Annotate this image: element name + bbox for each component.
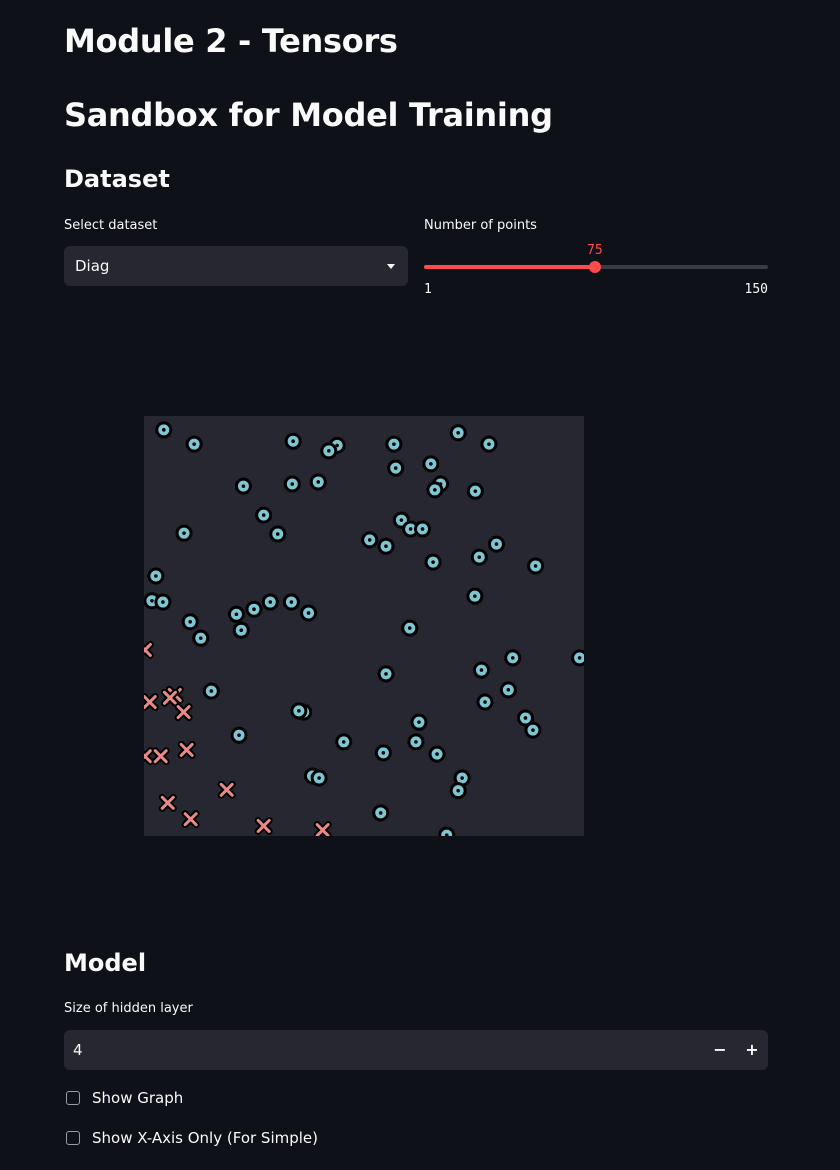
scatter-point-circle — [499, 681, 517, 699]
dataset-heading: Dataset — [64, 165, 170, 193]
page-subtitle: Sandbox for Model Training — [64, 96, 553, 134]
scatter-point-circle — [147, 567, 165, 585]
dataset-select-value: Diag — [75, 257, 110, 275]
scatter-point-circle — [232, 621, 250, 639]
scatter-point-x — [144, 640, 154, 659]
scatter-point-circle — [466, 587, 484, 605]
scatter-point-circle — [185, 435, 203, 453]
scatter-point-circle — [438, 826, 456, 836]
scatter-point-circle — [504, 649, 522, 667]
scatter-point-circle — [424, 553, 442, 571]
scatter-point-circle — [269, 525, 287, 543]
decrement-button[interactable]: − — [713, 1040, 727, 1059]
scatter-point-circle — [401, 619, 419, 637]
scatter-point-circle — [284, 432, 302, 450]
points-slider[interactable] — [424, 261, 768, 273]
scatter-svg — [144, 421, 584, 836]
scatter-point-circle — [449, 782, 467, 800]
scatter-point-circle — [428, 745, 446, 763]
slider-thumb[interactable] — [588, 261, 601, 273]
scatter-point-x — [254, 816, 273, 835]
show-x-axis-checkbox[interactable]: Show X-Axis Only (For Simple) — [66, 1128, 318, 1148]
hidden-layer-input[interactable]: 4 − + — [64, 1030, 768, 1070]
scatter-point-circle — [480, 435, 498, 453]
scatter-point-circle — [310, 769, 328, 787]
show-graph-checkbox[interactable]: Show Graph — [66, 1088, 183, 1108]
scatter-point-circle — [300, 604, 318, 622]
increment-button[interactable]: + — [745, 1040, 759, 1059]
page-title: Module 2 - Tensors — [64, 22, 398, 60]
scatter-point-circle — [335, 733, 353, 751]
scatter-point-circle — [472, 661, 490, 679]
slider-fill — [424, 265, 595, 269]
scatter-point-circle — [449, 424, 467, 442]
scatter-point-circle — [361, 531, 379, 549]
scatter-point-circle — [476, 693, 494, 711]
scatter-point-circle — [426, 481, 444, 499]
scatter-point-circle — [154, 593, 172, 611]
scatter-point-circle — [377, 537, 395, 555]
scatter-point-circle — [487, 535, 505, 553]
scatter-point-circle — [227, 605, 245, 623]
scatter-point-circle — [385, 435, 403, 453]
checkbox-box[interactable] — [66, 1091, 80, 1105]
scatter-point-x — [160, 688, 179, 707]
scatter-point-circle — [230, 726, 248, 744]
scatter-point-circle — [283, 475, 301, 493]
scatter-point-circle — [466, 482, 484, 500]
scatter-point-circle — [282, 593, 300, 611]
scatter-point-circle — [261, 593, 279, 611]
show-x-axis-label: Show X-Axis Only (For Simple) — [92, 1129, 318, 1147]
scatter-point-circle — [202, 682, 220, 700]
scatter-point-circle — [245, 600, 263, 618]
scatter-point-x — [158, 793, 177, 812]
select-dataset-label: Select dataset — [64, 218, 158, 233]
scatter-point-x — [313, 821, 332, 836]
scatter-point-circle — [422, 455, 440, 473]
scatter-point-circle — [372, 804, 390, 822]
number-of-points-label: Number of points — [424, 218, 537, 233]
slider-min-label: 1 — [424, 282, 432, 297]
scatter-point-circle — [309, 473, 327, 491]
scatter-point-circle — [527, 557, 545, 575]
scatter-point-circle — [181, 613, 199, 631]
scatter-point-circle — [571, 649, 584, 667]
scatter-point-x — [177, 740, 196, 759]
show-graph-label: Show Graph — [92, 1089, 184, 1107]
scatter-point-x — [174, 703, 193, 722]
scatter-point-circle — [524, 721, 542, 739]
scatter-point-x — [144, 747, 154, 766]
slider-max-label: 150 — [744, 282, 768, 297]
scatter-plot — [144, 416, 584, 836]
scatter-point-circle — [470, 548, 488, 566]
slider-value: 75 — [587, 243, 603, 258]
chevron-down-icon — [387, 264, 395, 269]
scatter-point-circle — [414, 520, 432, 538]
scatter-point-circle — [387, 459, 405, 477]
scatter-point-circle — [290, 702, 308, 720]
scatter-point-circle — [374, 744, 392, 762]
scatter-point-x — [144, 693, 159, 712]
scatter-point-circle — [175, 524, 193, 542]
hidden-layer-value: 4 — [73, 1041, 83, 1059]
scatter-point-circle — [407, 733, 425, 751]
scatter-point-circle — [234, 477, 252, 495]
scatter-point-x — [181, 810, 200, 829]
scatter-point-x — [151, 747, 170, 766]
scatter-point-circle — [410, 713, 428, 731]
scatter-point-circle — [192, 629, 210, 647]
scatter-point-x — [217, 780, 236, 799]
checkbox-box[interactable] — [66, 1131, 80, 1145]
scatter-point-circle — [255, 506, 273, 524]
model-heading: Model — [64, 949, 147, 977]
hidden-layer-label: Size of hidden layer — [64, 1001, 193, 1016]
scatter-point-circle — [516, 709, 534, 727]
scatter-point-circle — [155, 421, 173, 439]
scatter-point-circle — [320, 442, 338, 460]
scatter-point-circle — [377, 665, 395, 683]
dataset-select[interactable]: Diag — [64, 246, 408, 286]
